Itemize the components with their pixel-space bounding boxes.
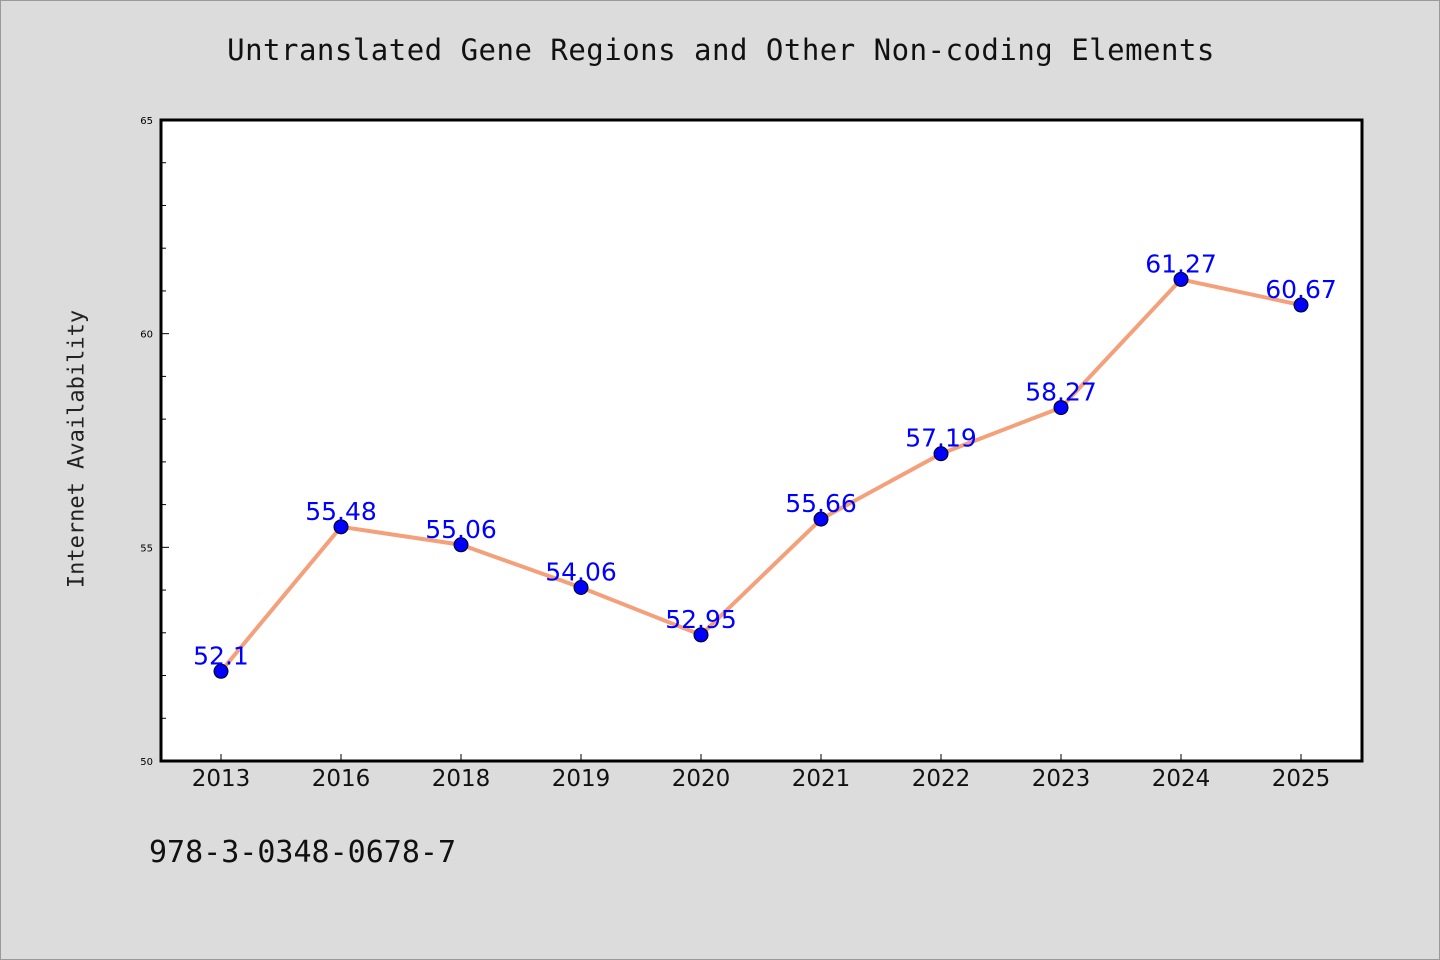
data-point <box>1293 297 1309 313</box>
data-label: 54.06 <box>545 558 617 587</box>
data-point <box>333 519 349 535</box>
data-label: 55.66 <box>785 489 857 518</box>
y-tick-label: 60 <box>140 330 153 341</box>
data-point <box>573 580 589 596</box>
x-tick-label: 2020 <box>672 766 731 792</box>
y-axis-ticks: 50 55 60 65 <box>140 116 169 768</box>
x-tick-label: 2013 <box>192 766 251 792</box>
x-tick-label: 2021 <box>792 766 851 792</box>
data-point <box>1053 400 1069 416</box>
data-label: 61.27 <box>1145 249 1217 278</box>
series-layer <box>213 271 1309 679</box>
x-tick-label: 2019 <box>552 766 611 792</box>
data-point <box>813 511 829 527</box>
data-label: 55.06 <box>425 515 497 544</box>
data-label: 60.67 <box>1265 275 1337 304</box>
x-tick-label: 2025 <box>1272 766 1331 792</box>
y-tick-label: 55 <box>140 543 153 554</box>
data-point <box>693 627 709 643</box>
y-tick-label: 65 <box>140 116 153 127</box>
plot-area <box>159 118 1364 763</box>
data-label: 58.27 <box>1025 378 1097 407</box>
series-line <box>219 277 1302 673</box>
x-axis-ticks: 2013 2016 2018 2019 2020 2021 2022 2023 2024 2025 <box>192 754 1331 792</box>
x-tick-label: 2024 <box>1152 766 1211 792</box>
data-label: 57.19 <box>905 424 977 453</box>
data-point <box>213 663 229 679</box>
x-tick-label: 2023 <box>1032 766 1091 792</box>
chart-title: Untranslated Gene Regions and Other Non-… <box>227 33 1215 67</box>
x-tick-label: 2016 <box>312 766 371 792</box>
data-point <box>933 446 949 462</box>
data-label: 52.95 <box>665 605 737 634</box>
x-tick-label: 2018 <box>432 766 491 792</box>
data-label: 55.48 <box>305 497 377 526</box>
y-tick-label: 50 <box>140 757 153 768</box>
data-label: 52.1 <box>193 641 249 670</box>
data-point <box>1173 271 1189 287</box>
x-tick-label: 2022 <box>912 766 971 792</box>
data-point <box>453 537 469 553</box>
data-labels: 52.1 55.48 55.06 54.06 52.95 55.66 57.19 58.27 6… <box>193 249 1337 670</box>
footer-id-text: 978-3-0348-0678-7 <box>149 835 457 870</box>
